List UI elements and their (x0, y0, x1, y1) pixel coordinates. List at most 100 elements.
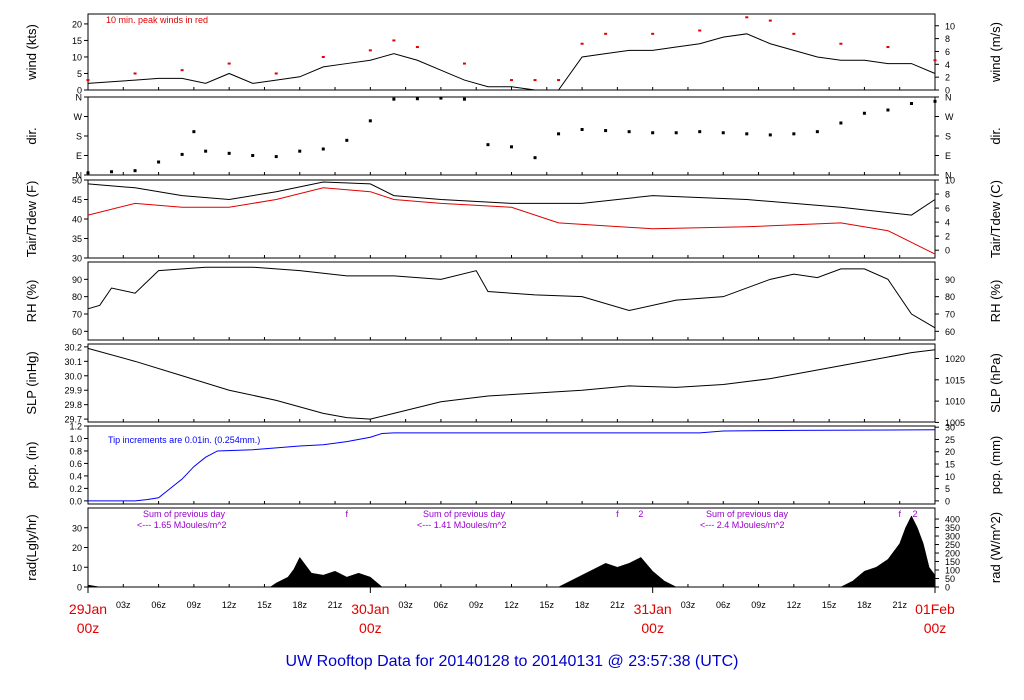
y-tick-label-right: 4 (945, 60, 950, 70)
data-point (792, 132, 796, 136)
y-tick-label-left: S (76, 132, 82, 142)
y-axis-label-left: pcp. (in) (24, 442, 39, 489)
y-tick-label-left: 35 (72, 234, 82, 244)
radiation-sum-value: <--- 1.41 MJoules/m^2 (417, 520, 507, 530)
peak-wind-point (462, 62, 466, 65)
peak-wind-point (557, 79, 561, 82)
day-time-label: 00z (359, 620, 382, 636)
y-tick-label-right: 1020 (945, 354, 965, 364)
data-point (604, 129, 608, 133)
radiation-sum-value: <--- 2.4 MJoules/m^2 (700, 520, 785, 530)
y-tick-label-left: 0.6 (69, 459, 82, 469)
y-tick-label-left: W (74, 112, 83, 122)
data-point (745, 132, 749, 136)
y-tick-label-right: 6 (945, 47, 950, 57)
series-line (88, 429, 936, 502)
series-line (87, 181, 936, 216)
data-point (392, 97, 396, 101)
data-point (815, 130, 819, 134)
data-point (768, 133, 772, 137)
y-tick-label-right: S (945, 132, 951, 142)
x-axis: 03z 06z 09z 12z 15z 18z 21z 03z 06z 09z 12z 15z 18z 2… (69, 587, 955, 636)
y-tick-label-left: 0 (77, 583, 82, 593)
y-tick-label-right: 15 (945, 460, 955, 470)
y-tick-label-right: 60 (945, 327, 955, 337)
series-line (87, 266, 936, 329)
y-tick-label-right: 10 (945, 472, 955, 482)
y-tick-label-left: 90 (72, 275, 82, 285)
x-tick-label: 15z (540, 600, 555, 610)
data-point (439, 96, 443, 100)
y-axis-label-right: rad (W/m^2) (988, 512, 1003, 583)
chart-title: UW Rooftop Data for 20140128 to 20140131… (286, 653, 739, 670)
y-tick-label-right: 6 (945, 204, 950, 214)
y-axis-label-left: SLP (inHg) (24, 351, 39, 414)
x-tick-label: 12z (222, 600, 237, 610)
radiation-marker: f (616, 509, 619, 519)
y-tick-label-left: 15 (72, 36, 82, 46)
panel-slp: 29.7 29.8 29.9 30.0 30.1 30.2 1005 1010 1015 1020… (24, 342, 1003, 428)
y-tick-label-left: 0.2 (69, 484, 82, 494)
y-axis-label-right: pcp. (mm) (988, 436, 1003, 495)
day-label: 31Jan (634, 601, 672, 617)
peak-wind-point (274, 72, 278, 75)
y-tick-label-left: 29.9 (64, 386, 82, 396)
y-tick-label-left: 80 (72, 292, 82, 302)
y-tick-label-right: 350 (945, 523, 960, 533)
peak-wind-point (392, 39, 396, 42)
y-tick-label-right: 20 (945, 447, 955, 457)
y-tick-label-right: 30 (945, 423, 955, 433)
data-point (251, 154, 255, 157)
day-time-label: 00z (641, 620, 664, 636)
y-axis-label-right: dir. (988, 127, 1003, 144)
peak-wind-point (133, 72, 137, 75)
y-tick-label-left: 30 (72, 523, 82, 533)
panel-frame (87, 261, 936, 341)
y-tick-label-left: 40 (72, 215, 82, 225)
panel-frame (87, 96, 936, 176)
panel-frame (87, 343, 936, 423)
y-axis-label-right: Tair/Tdew (C) (988, 180, 1003, 258)
panel-frame (87, 13, 936, 91)
x-tick-label: 21z (610, 600, 625, 610)
radiation-sum-label: Sum of previous day (706, 509, 789, 519)
y-tick-label-left: 10 (72, 563, 82, 573)
peak-wind-point (86, 79, 90, 82)
y-tick-label-left: 30 (72, 254, 82, 264)
y-tick-label-left: 30.0 (64, 371, 82, 381)
x-tick-label: 21z (892, 600, 907, 610)
y-tick-label-right: E (945, 151, 951, 161)
radiation-marker: 2 (912, 509, 917, 519)
panel-pcp: 0.0 0.2 0.4 0.6 0.8 1.0 1.2 0 5 10 15 20 25 30 pcp. (i… (24, 422, 1003, 507)
x-tick-label: 18z (575, 600, 590, 610)
y-tick-label-right: 4 (945, 218, 950, 228)
peak-wind-point (227, 62, 231, 65)
peak-wind-point (933, 59, 937, 62)
y-tick-label-right: 400 (945, 515, 960, 525)
panel-temp: 30 35 40 45 50 0 2 4 6 8 10 Tair/Tdew (F) Tair/Tdew … (24, 176, 1003, 264)
y-tick-label-left: 1.2 (69, 422, 82, 432)
data-point (274, 155, 278, 159)
peak-wind-point (768, 19, 772, 22)
data-point (415, 97, 419, 101)
y-tick-label-left: 1.0 (69, 434, 82, 444)
radiation-sum-value: <--- 1.65 MJoules/m^2 (137, 520, 227, 530)
series-line (87, 33, 936, 91)
peak-wind-point (792, 32, 796, 35)
peak-wind-point (698, 29, 702, 32)
y-tick-label-right: 250 (945, 540, 960, 550)
data-point (909, 102, 913, 105)
x-tick-label: 12z (787, 600, 802, 610)
y-tick-label-left: N (76, 171, 83, 181)
data-point (674, 131, 678, 135)
y-tick-label-right: 50 (945, 574, 955, 584)
series-line (87, 187, 936, 255)
data-point (862, 111, 866, 115)
y-tick-label-left: 30.1 (64, 357, 82, 367)
day-label: 30Jan (351, 601, 389, 617)
y-tick-label-left: 5 (77, 69, 82, 79)
y-tick-label-right: 80 (945, 292, 955, 302)
x-tick-label: 18z (857, 600, 872, 610)
y-tick-label-left: 0.4 (69, 471, 82, 481)
radiation-marker: f (346, 509, 349, 519)
